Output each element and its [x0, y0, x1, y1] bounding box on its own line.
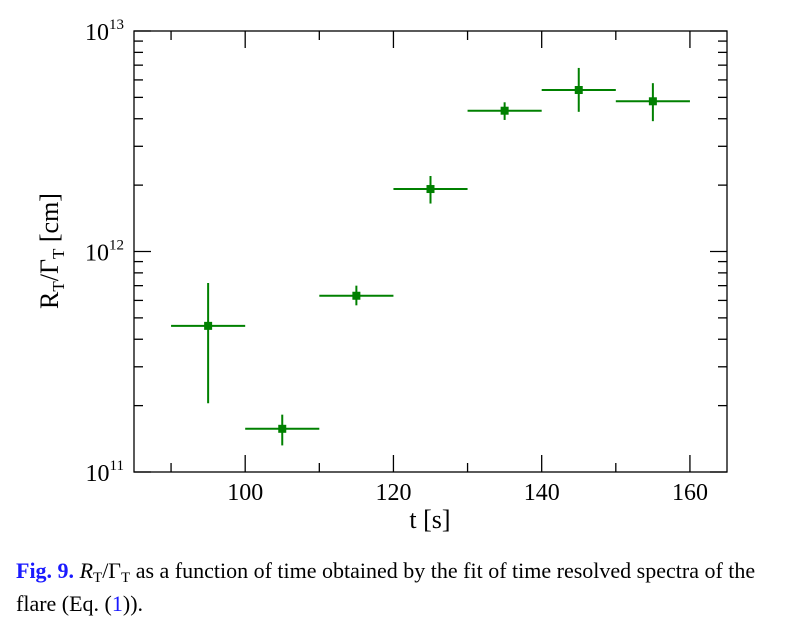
- data-point-5: [467, 102, 542, 120]
- marker: [204, 321, 213, 330]
- y-tick-label-exponent: 11: [110, 458, 124, 474]
- x-tick-label: 100: [227, 480, 263, 506]
- y-tick-label: 1011: [86, 458, 124, 487]
- caption-text-2: )).: [122, 591, 144, 616]
- x-tick-labels: 100 120 140 160: [227, 480, 708, 506]
- data-point-6: [541, 67, 616, 112]
- data-points: [171, 67, 690, 446]
- marker: [426, 185, 435, 194]
- y-tick-label-exponent: 12: [109, 238, 124, 254]
- equation-link[interactable]: 1: [111, 591, 123, 616]
- y-axis-label-r: R: [35, 291, 64, 309]
- x-tick-label: 160: [672, 480, 708, 506]
- y-tick-label-base: 10: [85, 241, 109, 267]
- axis-ticks: [134, 30, 727, 473]
- marker: [352, 291, 361, 300]
- data-point-1: [171, 282, 246, 404]
- caption-text-1: as a function of time obtained by the fi…: [16, 558, 756, 616]
- data-point-3: [319, 285, 394, 306]
- x-axis-label: t [s]: [409, 505, 450, 534]
- marker: [574, 86, 583, 95]
- plot-frame: [133, 30, 728, 473]
- caption-r: R: [79, 558, 94, 583]
- x-tick-label: 140: [524, 480, 560, 506]
- data-point-2: [245, 414, 320, 446]
- data-point-7: [615, 83, 690, 122]
- y-axis-label: RT/ΓT [cm]: [35, 193, 68, 309]
- y-tick-label-base: 10: [85, 20, 109, 46]
- marker: [278, 424, 287, 433]
- x-tick-label: 120: [375, 480, 411, 506]
- y-tick-label-exponent: 13: [109, 17, 124, 33]
- caption-slash: /Γ: [102, 558, 122, 583]
- y-tick-label: 1013: [85, 17, 124, 46]
- y-axis-label-sub1: T: [49, 281, 68, 292]
- y-axis-label-slash: /Γ: [35, 259, 64, 281]
- marker: [500, 106, 509, 115]
- marker: [648, 97, 657, 106]
- y-axis-label-unit: [cm]: [35, 193, 64, 249]
- y-tick-label: 1012: [85, 238, 124, 267]
- figure-caption: Fig. 9. RT/ΓT as a function of time obta…: [16, 556, 771, 619]
- caption-sub2: T: [121, 570, 131, 586]
- caption-sub1: T: [93, 570, 103, 586]
- y-tick-label-base: 10: [86, 461, 110, 487]
- y-axis-label-sub2: T: [49, 248, 68, 259]
- data-point-4: [393, 175, 468, 204]
- figure-label: Fig. 9.: [16, 558, 75, 583]
